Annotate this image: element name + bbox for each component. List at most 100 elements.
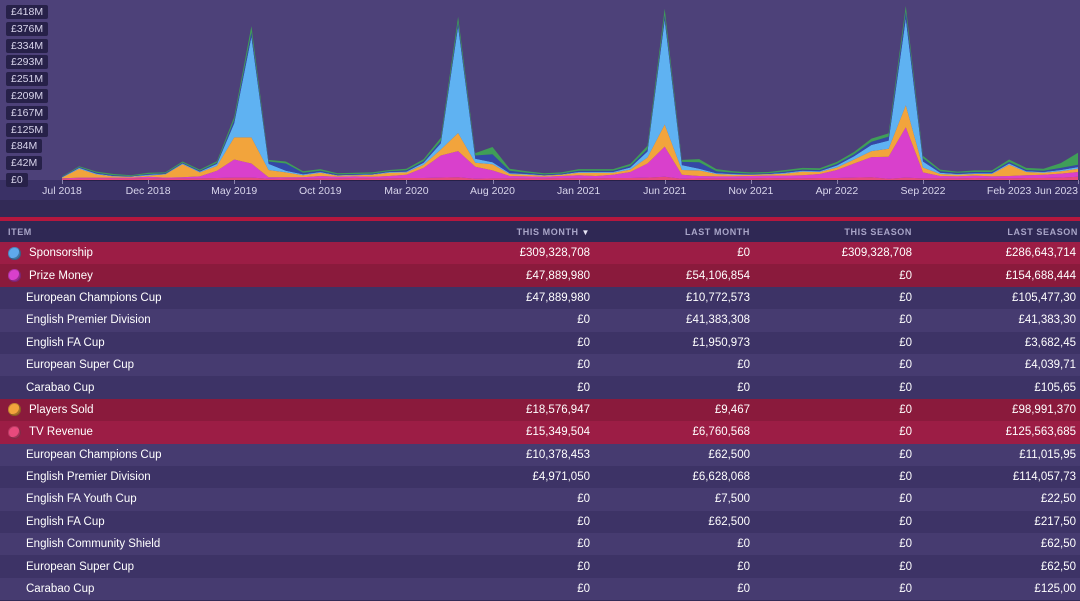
item-label: European Super Cup bbox=[26, 359, 135, 372]
item-label: English FA Cup bbox=[26, 336, 105, 349]
this-month-value: £0 bbox=[577, 538, 590, 551]
this-season-value: £0 bbox=[899, 560, 912, 573]
this-month-value: £18,576,947 bbox=[526, 403, 590, 416]
chart-baseline bbox=[62, 180, 1080, 181]
table-row-prize-money[interactable]: Prize Money £47,889,980 £54,106,854 £0 £154,… bbox=[0, 264, 1080, 287]
last-month-value: £0 bbox=[737, 583, 750, 596]
last-season-value: £114,057,73 bbox=[1012, 471, 1076, 484]
table-row-european-champions-cup[interactable]: European Champions Cup £10,378,453 £62,500… bbox=[0, 443, 1080, 466]
column-header-this-month[interactable]: THIS MONTH ▼ bbox=[516, 226, 590, 237]
this-month-value: £15,349,504 bbox=[526, 426, 590, 439]
item-label: English Community Shield bbox=[26, 538, 161, 551]
item-label: TV Revenue bbox=[29, 426, 93, 439]
item-cell: English Premier Division bbox=[0, 471, 424, 483]
item-label: English Premier Division bbox=[26, 314, 151, 327]
item-label: Carabao Cup bbox=[26, 381, 95, 394]
table-row-english-fa-cup[interactable]: English FA Cup £0 £62,500 £0 £217,50 bbox=[0, 510, 1080, 534]
tv-revenue-series-icon bbox=[8, 425, 21, 439]
this-month-value: £0 bbox=[577, 336, 590, 349]
item-cell: European Super Cup bbox=[0, 561, 424, 573]
item-cell: European Champions Cup bbox=[0, 449, 424, 461]
last-month-value: £6,760,568 bbox=[692, 426, 750, 439]
table-row-tv-revenue[interactable]: TV Revenue £15,349,504 £6,760,568 £0 £125,56… bbox=[0, 421, 1080, 444]
table-row-players-sold[interactable]: Players Sold £18,576,947 £9,467 £0 £98,991,3… bbox=[0, 398, 1080, 422]
this-season-value: £0 bbox=[899, 381, 912, 394]
last-season-value: £217,50 bbox=[1034, 515, 1076, 528]
this-month-value: £0 bbox=[577, 381, 590, 394]
table-body: Sponsorship £309,328,708 £0 £309,328,708 £28… bbox=[0, 242, 1080, 601]
last-month-value: £41,383,308 bbox=[686, 314, 750, 327]
column-header-item[interactable]: ITEM bbox=[8, 226, 32, 237]
item-cell: TV Revenue bbox=[0, 425, 424, 439]
area-series-navy-series bbox=[62, 11, 1078, 178]
last-month-value: £0 bbox=[737, 359, 750, 372]
item-label: European Super Cup bbox=[26, 560, 135, 573]
item-label: European Champions Cup bbox=[26, 448, 162, 461]
this-month-value: £47,889,980 bbox=[526, 269, 590, 282]
this-season-value: £0 bbox=[899, 291, 912, 304]
this-month-value: £0 bbox=[577, 314, 590, 327]
item-cell: English FA Cup bbox=[0, 337, 424, 349]
last-month-value: £0 bbox=[737, 538, 750, 551]
last-season-value: £125,00 bbox=[1034, 583, 1076, 596]
last-season-value: £105,477,30 bbox=[1012, 291, 1076, 304]
sort-descending-icon: ▼ bbox=[578, 227, 590, 237]
table-row-carabao-cup[interactable]: Carabao Cup £0 £0 £0 £105,65 bbox=[0, 376, 1080, 399]
this-season-value: £0 bbox=[899, 359, 912, 372]
this-season-value: £0 bbox=[899, 493, 912, 506]
item-cell: English Community Shield bbox=[0, 538, 424, 550]
this-season-value: £0 bbox=[899, 448, 912, 461]
last-month-value: £0 bbox=[737, 247, 750, 260]
section-divider bbox=[0, 217, 1080, 221]
this-season-value: £309,328,708 bbox=[841, 247, 912, 260]
last-month-value: £54,106,854 bbox=[686, 269, 750, 282]
column-header-this-season[interactable]: THIS SEASON bbox=[844, 226, 912, 237]
last-month-value: £9,467 bbox=[714, 403, 750, 416]
column-header-last-month[interactable]: LAST MONTH bbox=[685, 226, 750, 237]
table-row-european-super-cup[interactable]: European Super Cup £0 £0 £0 £62,50 bbox=[0, 555, 1080, 578]
item-cell: Sponsorship bbox=[0, 246, 424, 260]
income-area-chart: £418M £376M £334M £293M £251M £209M £167M £125M… bbox=[0, 0, 1080, 200]
item-cell: European Champions Cup bbox=[0, 292, 424, 304]
this-season-value: £0 bbox=[899, 269, 912, 282]
table-header-row: ITEM THIS MONTH ▼ LAST MONTH THIS SEASON LAS… bbox=[0, 221, 1080, 242]
last-month-value: £6,628,068 bbox=[692, 471, 750, 484]
column-header-last-season[interactable]: LAST SEASON bbox=[1007, 226, 1078, 237]
this-month-value: £309,328,708 bbox=[519, 247, 590, 260]
table-row-english-premier-division[interactable]: English Premier Division £0 £41,383,308 £0 £… bbox=[0, 309, 1080, 332]
this-season-value: £0 bbox=[899, 336, 912, 349]
last-season-value: £286,643,714 bbox=[1005, 247, 1076, 260]
last-season-value: £62,50 bbox=[1040, 538, 1076, 551]
stacked-area-chart bbox=[62, 6, 1078, 180]
table-row-carabao-cup[interactable]: Carabao Cup £0 £0 £0 £125,00 bbox=[0, 577, 1080, 601]
item-label: Players Sold bbox=[29, 403, 94, 416]
last-month-value: £10,772,573 bbox=[686, 291, 750, 304]
area-series-green-series bbox=[62, 6, 1078, 177]
last-month-value: £0 bbox=[737, 381, 750, 394]
this-month-value: £0 bbox=[577, 583, 590, 596]
table-row-sponsorship[interactable]: Sponsorship £309,328,708 £0 £309,328,708 £28… bbox=[0, 242, 1080, 265]
this-season-value: £0 bbox=[899, 538, 912, 551]
table-row-english-premier-division[interactable]: English Premier Division £4,971,050 £6,628… bbox=[0, 465, 1080, 489]
last-season-value: £105,65 bbox=[1034, 381, 1076, 394]
item-label: Prize Money bbox=[29, 269, 93, 282]
item-label: Sponsorship bbox=[29, 247, 93, 260]
table-row-european-champions-cup[interactable]: European Champions Cup £47,889,980 £10,772… bbox=[0, 286, 1080, 310]
table-row-english-fa-youth-cup[interactable]: English FA Youth Cup £0 £7,500 £0 £22,50 bbox=[0, 488, 1080, 511]
item-cell: English Premier Division bbox=[0, 314, 424, 326]
table-row-english-fa-cup[interactable]: English FA Cup £0 £1,950,973 £0 £3,682,45 bbox=[0, 331, 1080, 354]
last-season-value: £22,50 bbox=[1040, 493, 1076, 506]
chart-x-axis-strip bbox=[0, 180, 1080, 200]
this-season-value: £0 bbox=[899, 314, 912, 327]
last-month-value: £0 bbox=[737, 560, 750, 573]
table-row-european-super-cup[interactable]: European Super Cup £0 £0 £0 £4,039,71 bbox=[0, 353, 1080, 377]
table-row-english-community-shield[interactable]: English Community Shield £0 £0 £0 £62,50 bbox=[0, 533, 1080, 556]
item-cell: Prize Money bbox=[0, 269, 424, 283]
last-month-value: £7,500 bbox=[714, 493, 750, 506]
this-month-value: £10,378,453 bbox=[526, 448, 590, 461]
income-table: ITEM THIS MONTH ▼ LAST MONTH THIS SEASON LAS… bbox=[0, 221, 1080, 601]
this-season-value: £0 bbox=[899, 515, 912, 528]
players-sold-series-icon bbox=[8, 403, 21, 417]
prize-money-series-icon bbox=[8, 269, 21, 283]
